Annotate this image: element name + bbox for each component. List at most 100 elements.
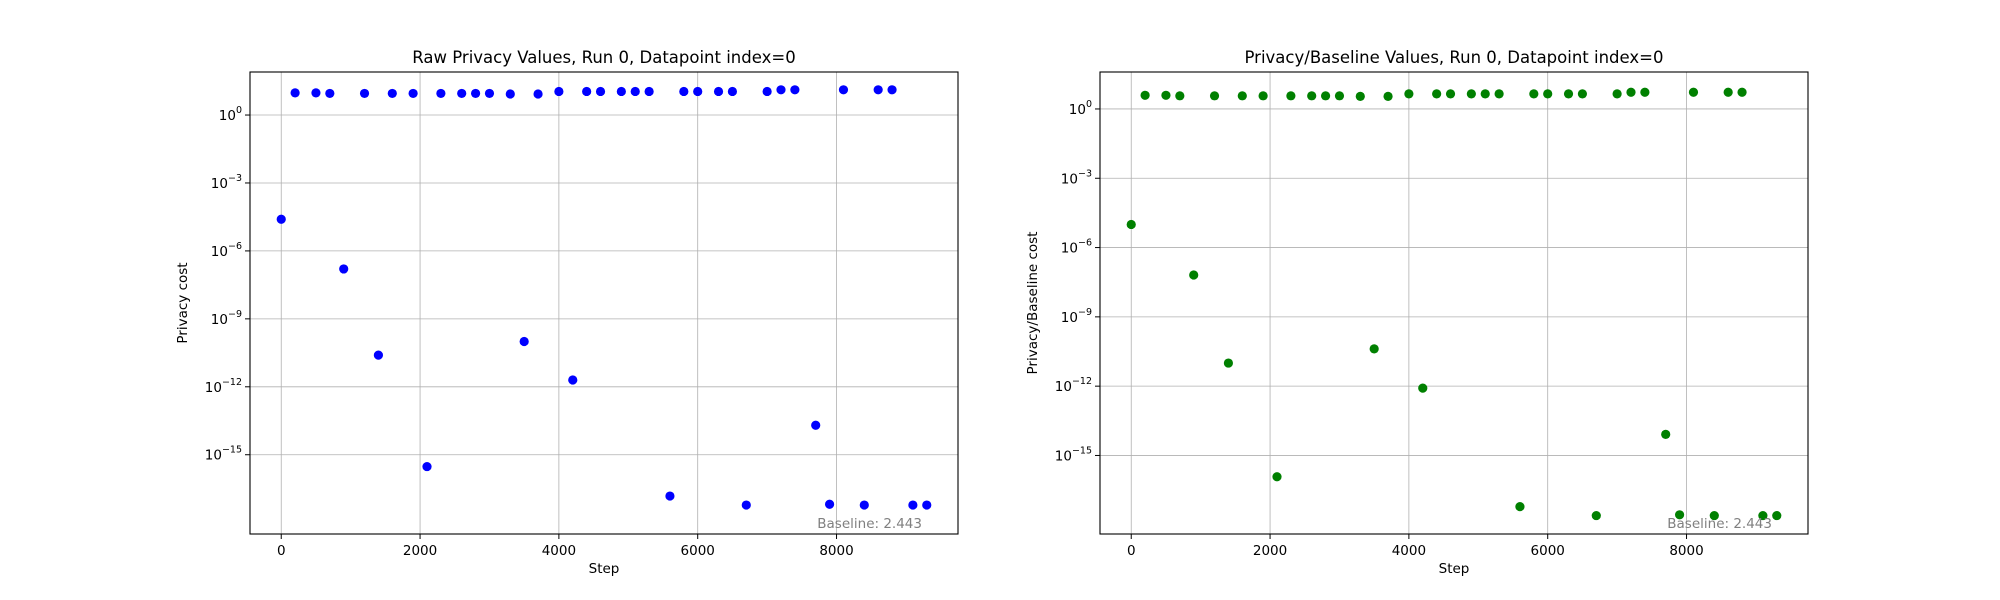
y-tick-base: 10 [1055, 379, 1072, 395]
data-point [1709, 510, 1719, 521]
data-point [1758, 510, 1768, 521]
x-tick-label: 8000 [819, 543, 853, 559]
data-point [1563, 89, 1574, 99]
data-point [693, 86, 703, 97]
data-point [1591, 510, 1601, 521]
data-point [1529, 89, 1539, 99]
data-point [1772, 510, 1782, 521]
y-tick-exponent: −6 [1078, 238, 1092, 249]
data-point [1161, 90, 1171, 100]
data-point [727, 86, 738, 97]
y-tick-exponent: −15 [1072, 445, 1092, 456]
y-tick-base: 10 [1061, 310, 1078, 326]
y-tick-exponent: −3 [228, 173, 242, 184]
data-point [679, 86, 689, 97]
raw-privacy-chart: 0 2000 4000 6000 800010010−310−610−910−1210−… [175, 48, 959, 577]
x-tick-label: 2000 [403, 543, 437, 559]
data-point [1175, 91, 1185, 101]
data-point [1577, 89, 1588, 99]
data-point [859, 500, 869, 510]
data-point [311, 88, 321, 98]
data-point [533, 89, 543, 99]
y-tick-label: 10−12 [1055, 376, 1092, 395]
data-point [387, 88, 397, 99]
data-point [568, 375, 578, 385]
y-tick-exponent: −6 [228, 241, 242, 252]
data-point [908, 500, 918, 510]
data-point [1140, 90, 1150, 100]
y-tick-exponent: 0 [236, 105, 242, 116]
y-axis-label: Privacy cost [175, 262, 191, 343]
data-point [1320, 91, 1331, 101]
data-point [595, 86, 606, 97]
data-point [1466, 89, 1476, 99]
x-tick-label: 6000 [1531, 543, 1565, 559]
x-tick-label: 0 [277, 543, 286, 559]
y-tick-exponent: −15 [222, 445, 242, 456]
data-point [1640, 87, 1650, 97]
data-point [276, 214, 286, 224]
data-point [1445, 89, 1456, 99]
x-tick-label: 2000 [1253, 543, 1287, 559]
plot-frame [1099, 71, 1809, 535]
data-point [1543, 89, 1553, 99]
y-tick-label: 10−15 [205, 445, 242, 464]
data-points [276, 85, 932, 510]
y-tick-label: 10−3 [211, 173, 242, 192]
y-tick-exponent: −12 [1072, 376, 1092, 387]
y-tick-exponent: −9 [228, 309, 242, 320]
data-points [1126, 87, 1782, 521]
data-point [1612, 89, 1622, 99]
data-point [887, 85, 897, 95]
y-tick-base: 10 [211, 176, 228, 192]
data-point [1674, 510, 1685, 520]
baseline-annotation: Baseline: 2.443 [817, 516, 922, 532]
y-tick-exponent: −12 [222, 377, 242, 388]
data-point [1404, 89, 1414, 99]
data-point [1209, 91, 1220, 101]
data-point [457, 88, 467, 99]
data-point [519, 336, 529, 347]
data-point [790, 85, 800, 95]
data-point [644, 86, 654, 97]
data-point [582, 86, 592, 97]
data-point [1272, 472, 1282, 482]
data-point [484, 88, 495, 99]
y-tick-exponent: −9 [1078, 307, 1092, 318]
y-tick-base: 10 [211, 244, 228, 260]
data-point [824, 499, 835, 509]
data-point [1515, 502, 1525, 512]
y-tick-exponent: −3 [1078, 168, 1092, 179]
y-tick-base: 10 [1069, 102, 1086, 118]
x-tick-label: 4000 [1392, 543, 1426, 559]
data-point [422, 461, 432, 472]
y-tick-base: 10 [1055, 448, 1072, 464]
chart-title: Raw Privacy Values, Run 0, Datapoint ind… [412, 48, 795, 67]
privacy-baseline-chart: 0 2000 4000 6000 800010010−310−610−910−1210−… [1025, 48, 1809, 577]
data-point [1480, 89, 1490, 99]
data-point [359, 88, 370, 99]
y-tick-label: 10−15 [1055, 445, 1092, 464]
y-axis-label: Privacy/Baseline cost [1025, 232, 1041, 375]
grid-lines [1100, 72, 1808, 534]
data-point [1223, 358, 1234, 368]
y-tick-base: 10 [205, 448, 222, 464]
data-point [922, 500, 932, 510]
y-tick-base: 10 [1061, 171, 1078, 187]
data-point [505, 89, 515, 99]
plot-frame [249, 71, 959, 535]
data-point [1126, 219, 1136, 230]
data-point [1189, 270, 1199, 280]
data-point [1307, 91, 1317, 101]
data-point [325, 88, 335, 99]
data-point [470, 88, 481, 99]
x-tick-label: 4000 [542, 543, 576, 559]
chart-title: Privacy/Baseline Values, Run 0, Datapoin… [1245, 48, 1664, 67]
data-point [1661, 429, 1671, 439]
data-point [630, 86, 640, 97]
data-point [290, 88, 300, 98]
data-point [1383, 91, 1393, 101]
data-point [1737, 87, 1747, 97]
data-point [373, 350, 384, 360]
